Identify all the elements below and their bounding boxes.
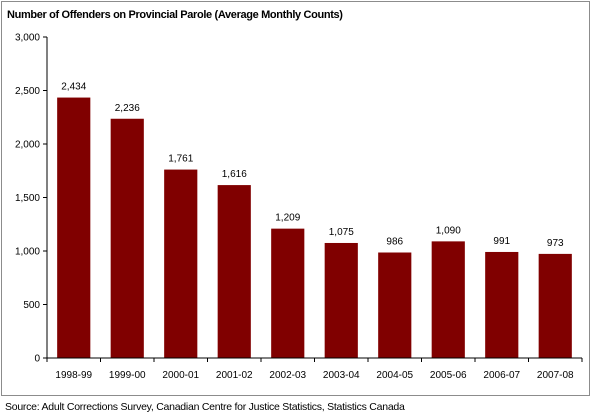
y-tick-label: 500 (23, 300, 40, 311)
bar-2001-02 (217, 185, 251, 358)
data-label-2004-05: 986 (386, 237, 403, 248)
x-tick-label: 2003-04 (323, 370, 360, 381)
bar-2007-08 (538, 253, 572, 358)
source-note: Source: Adult Corrections Survey, Canadi… (5, 401, 405, 413)
y-tick-label: 0 (34, 354, 40, 365)
data-label-2005-06: 1,090 (436, 225, 461, 236)
bar-2002-03 (271, 228, 305, 358)
bar-chart: 2,434 1998-99 2,236 1999-00 1,761 2000-01 1,61… (15, 33, 583, 382)
x-tick-label: 2001-02 (216, 370, 253, 381)
data-label-2000-01: 1,761 (168, 154, 193, 165)
x-tick-label: 2007-08 (537, 370, 574, 381)
data-label-1999-00: 2,236 (115, 103, 140, 114)
data-label-2003-04: 1,075 (329, 227, 354, 238)
data-label-2006-07: 991 (493, 236, 510, 247)
data-label-2007-08: 973 (547, 238, 564, 249)
x-tick-label: 2006-07 (483, 370, 520, 381)
y-tick-label: 2,500 (15, 86, 40, 97)
y-tick-label: 3,000 (15, 33, 40, 44)
data-label-2002-03: 1,209 (275, 213, 300, 224)
bar-1999-00 (110, 118, 144, 358)
y-tick-label: 2,000 (15, 140, 40, 151)
bar-2005-06 (431, 241, 465, 358)
x-tick-label: 1998-99 (55, 370, 92, 381)
y-tick-label: 1,000 (15, 247, 40, 258)
bar-2003-04 (324, 242, 358, 358)
data-label-2001-02: 1,616 (222, 169, 247, 180)
chart-title: Number of Offenders on Provincial Parole… (7, 9, 343, 21)
data-label-1998-99: 2,434 (61, 82, 86, 93)
axes-group (43, 36, 583, 362)
bar-2004-05 (378, 252, 412, 358)
x-tick-label: 2002-03 (269, 370, 306, 381)
bar-1998-99 (57, 97, 91, 358)
x-tick-label: 1999-00 (109, 370, 146, 381)
y-tick-label: 1,500 (15, 193, 40, 204)
bar-2006-07 (485, 251, 519, 358)
bar-2000-01 (164, 169, 198, 358)
labels-group: 2,434 1998-99 2,236 1999-00 1,761 2000-01 1,61… (15, 33, 574, 382)
x-tick-label: 2000-01 (162, 370, 199, 381)
bars-group (57, 97, 572, 358)
x-tick-label: 2005-06 (430, 370, 467, 381)
x-tick-label: 2004-05 (376, 370, 413, 381)
